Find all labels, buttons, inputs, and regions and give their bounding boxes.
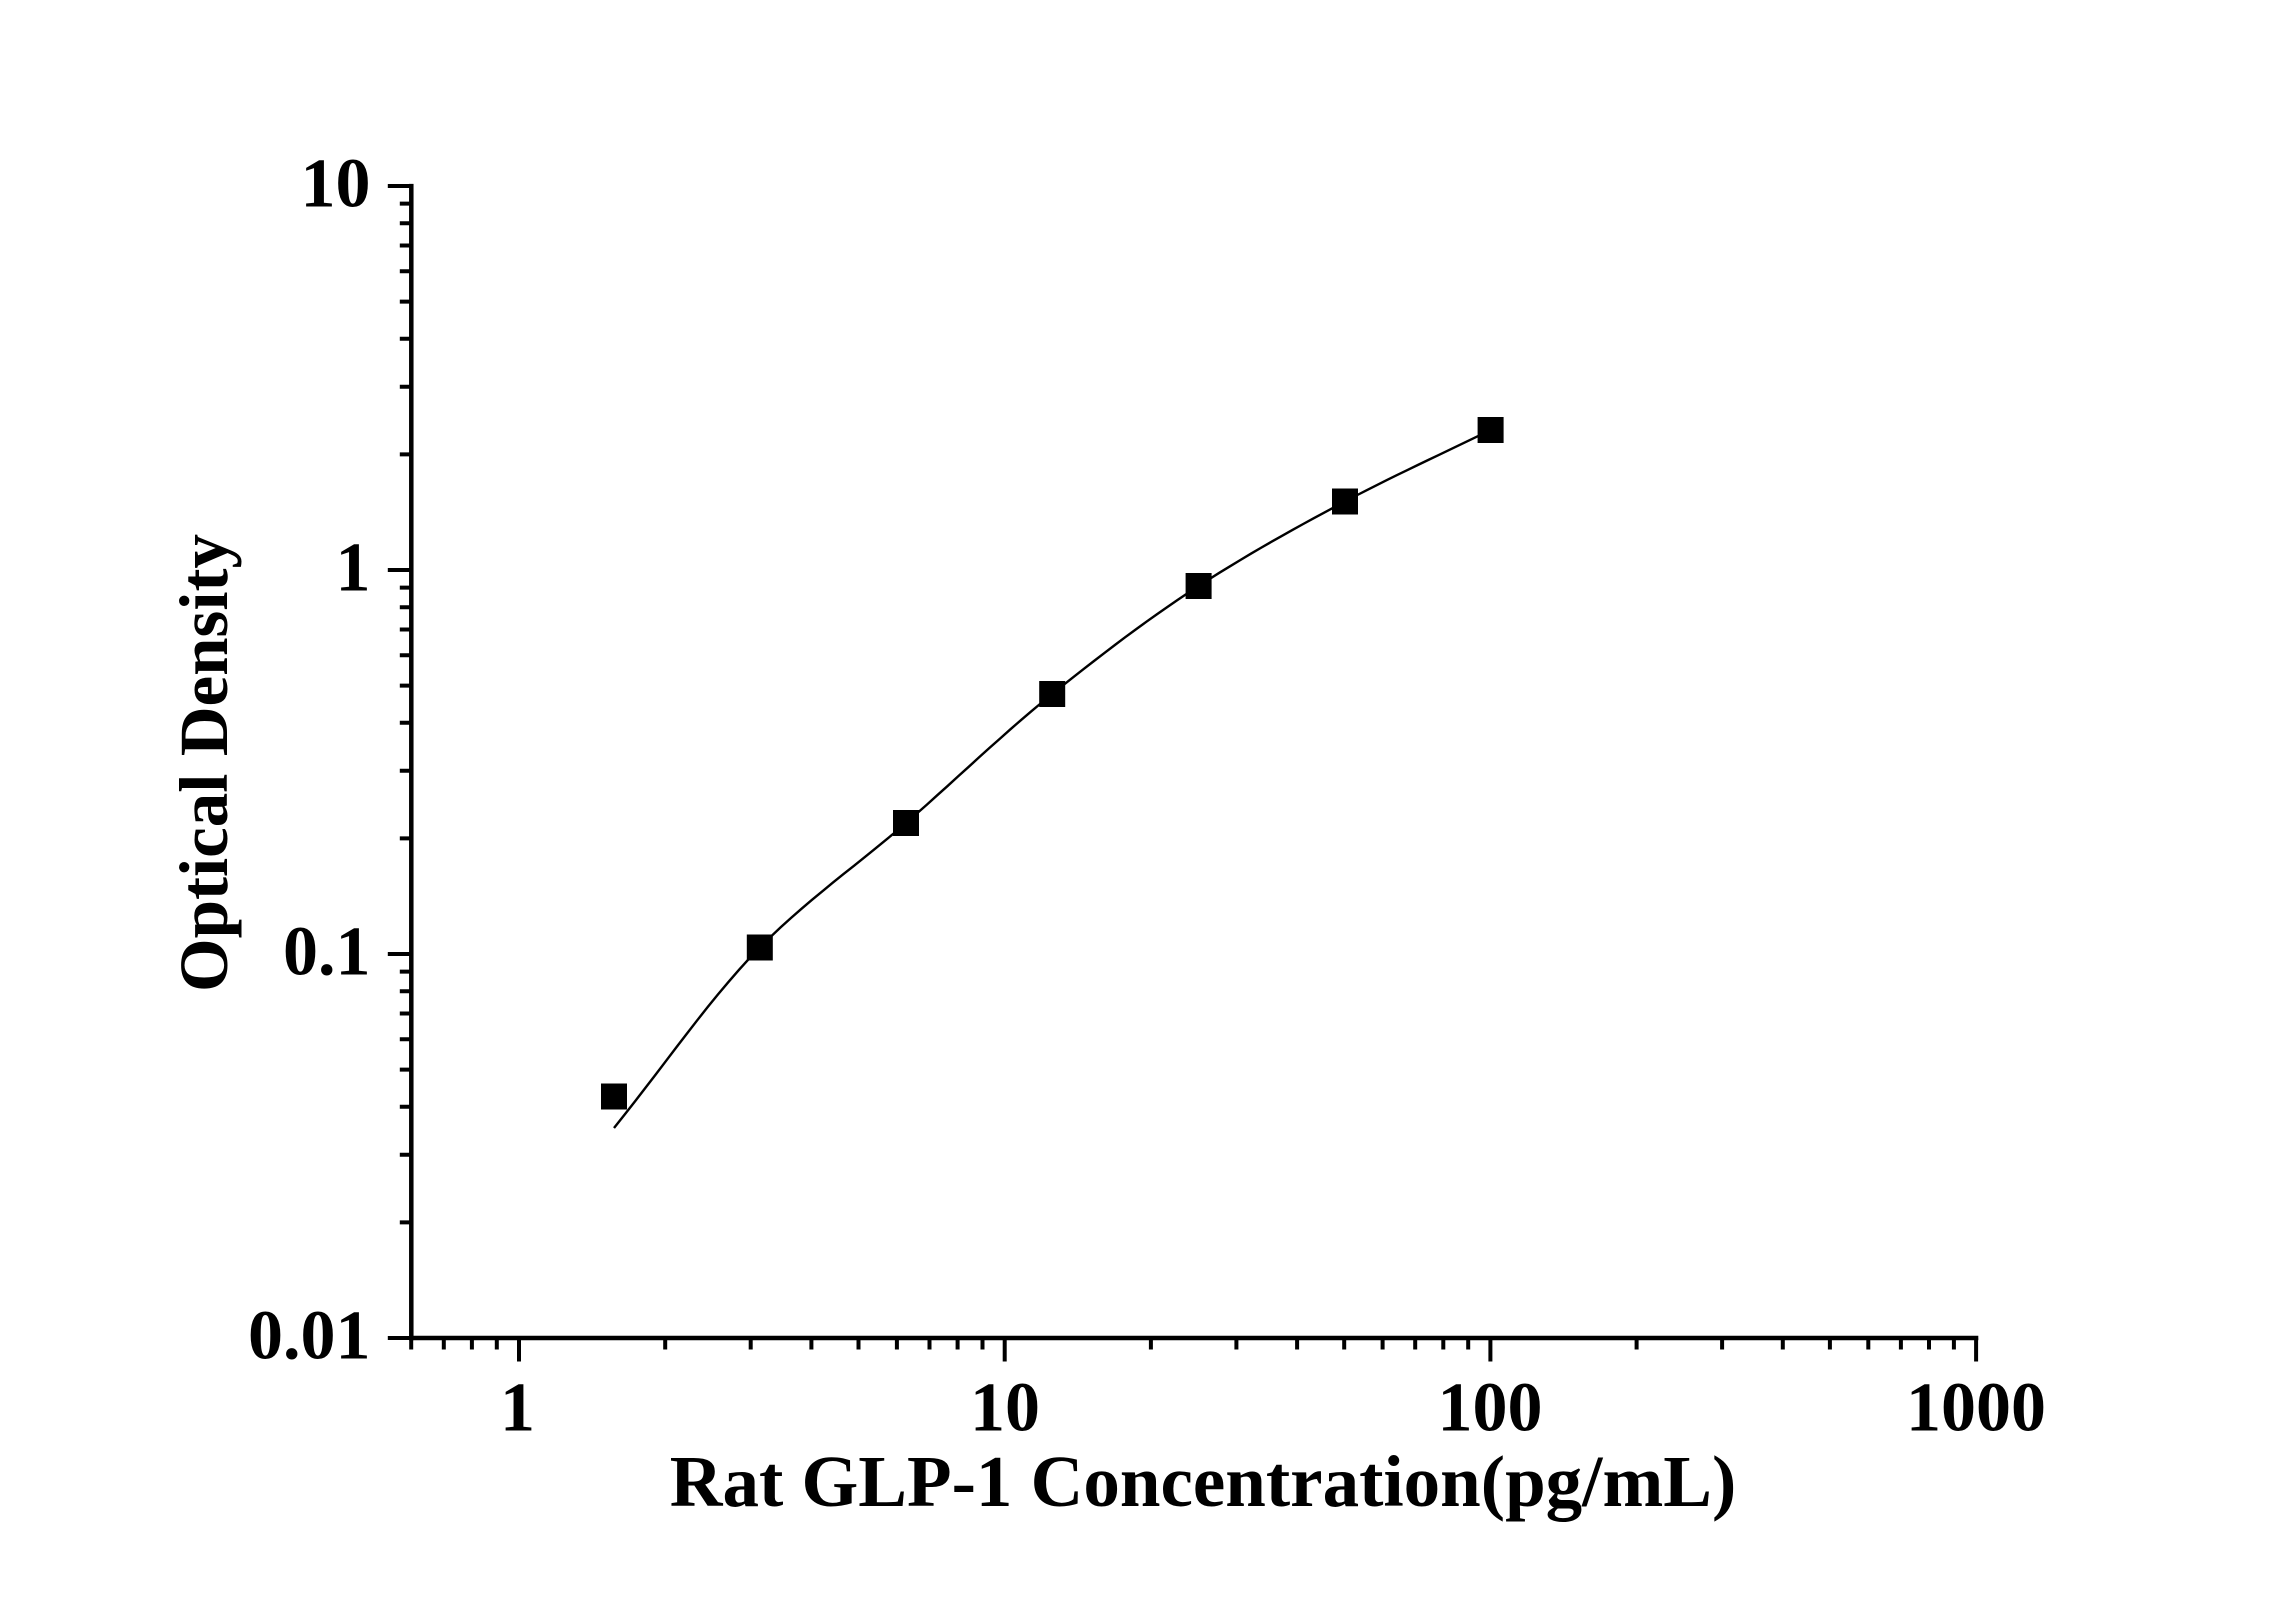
svg-text:1: 1 bbox=[500, 1370, 535, 1447]
svg-text:0.1: 0.1 bbox=[283, 913, 371, 990]
svg-text:10: 10 bbox=[301, 145, 371, 222]
svg-text:0.01: 0.01 bbox=[248, 1297, 371, 1374]
svg-text:100: 100 bbox=[1438, 1370, 1543, 1447]
svg-text:Optical Density: Optical Density bbox=[166, 534, 242, 992]
svg-text:Rat GLP-1 Concentration(pg/mL): Rat GLP-1 Concentration(pg/mL) bbox=[670, 1441, 1737, 1522]
svg-text:1: 1 bbox=[336, 529, 371, 606]
svg-text:1000: 1000 bbox=[1906, 1370, 2046, 1447]
svg-text:10: 10 bbox=[970, 1370, 1040, 1447]
